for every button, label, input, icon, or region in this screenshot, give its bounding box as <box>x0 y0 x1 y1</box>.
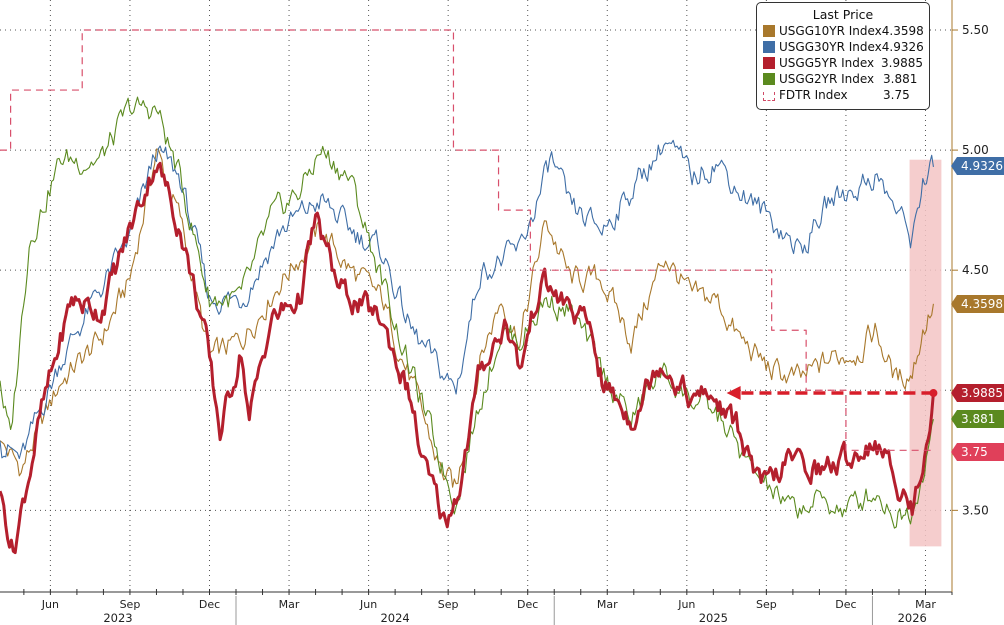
legend-swatch <box>763 57 775 69</box>
legend-name: USGG30YR Index <box>779 40 882 54</box>
legend-swatch <box>763 92 775 101</box>
x-tick-label: Sep <box>756 598 777 611</box>
series-lines <box>0 29 935 555</box>
legend-name: USGG2YR Index <box>779 72 875 86</box>
highlight-rect <box>909 159 942 547</box>
legend-value: 3.881 <box>883 72 918 86</box>
legend-value: 4.3598 <box>881 24 924 38</box>
legend-name: USGG5YR Index <box>779 56 875 70</box>
legend-name: USGG10YR Index <box>779 24 882 38</box>
arrow-origin-dot <box>929 389 938 398</box>
highlight-region <box>909 159 942 547</box>
x-tick-label: Dec <box>835 598 856 611</box>
x-tick-label: Dec <box>517 598 538 611</box>
legend-value: 3.9885 <box>881 56 923 70</box>
y-tick-label: 5.50 <box>962 23 989 37</box>
x-tick-label: Jun <box>677 598 695 611</box>
last-value-tag: 3.75 <box>951 442 1004 461</box>
legend-title: Last Price <box>812 7 874 22</box>
y-tick-label: 3.50 <box>962 503 989 517</box>
legend-swatch <box>763 73 775 85</box>
legend: Last Price USGG10YR Index 4.3598 USGG30YR… <box>756 2 930 110</box>
x-tick-label: Mar <box>597 598 618 611</box>
legend-item-5yr: USGG5YR Index 3.9885 <box>763 55 923 71</box>
year-label: 2026 <box>898 611 927 625</box>
y-tick-label: 5.00 <box>962 143 989 157</box>
series-line-usgg2yr-index <box>0 96 934 529</box>
series-line-usgg5yr-index <box>0 161 935 555</box>
legend-name: FDTR Index <box>779 88 848 102</box>
y-tick-label: 4.50 <box>962 263 989 277</box>
legend-swatch <box>763 41 775 53</box>
last-value-tag: 4.3598 <box>951 294 1004 313</box>
legend-item-10yr: USGG10YR Index 4.3598 <box>763 23 924 39</box>
last-value-tag: 3.9885 <box>951 384 1004 403</box>
year-label: 2025 <box>699 611 728 625</box>
arrow-annotation <box>726 386 938 401</box>
legend-item-2yr: USGG2YR Index 3.881 <box>763 71 923 87</box>
x-tick-label: Sep <box>120 598 141 611</box>
x-tick-label: Jun <box>359 598 377 611</box>
year-label: 2024 <box>380 611 409 625</box>
x-tick-label: Dec <box>199 598 220 611</box>
year-label: 2023 <box>103 611 132 625</box>
legend-value: 4.9326 <box>881 40 924 54</box>
x-tick-label: Jun <box>41 598 59 611</box>
arrow-head <box>726 386 741 401</box>
legend-item-30yr: USGG30YR Index 4.9326 <box>763 39 924 55</box>
legend-value: 3.75 <box>883 88 910 102</box>
x-tick-label: Mar <box>915 598 936 611</box>
legend-item-fdtr: FDTR Index 3.75 <box>763 87 923 103</box>
last-value-tag: 3.881 <box>951 409 1004 428</box>
x-tick-label: Sep <box>438 598 459 611</box>
x-tick-label: Mar <box>279 598 300 611</box>
legend-swatch <box>763 25 775 37</box>
last-value-tag: 4.9326 <box>951 157 1004 176</box>
series-line-usgg30yr-index <box>0 139 934 460</box>
